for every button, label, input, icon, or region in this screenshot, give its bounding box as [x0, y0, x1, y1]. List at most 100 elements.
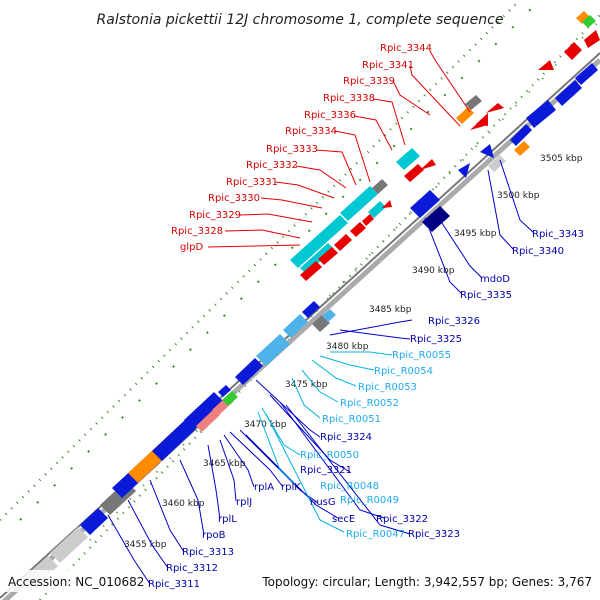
leader-line	[275, 181, 335, 199]
feature-blue-7	[235, 358, 263, 385]
gene-label: Rpic_3325	[410, 334, 462, 345]
feature-red-8	[420, 159, 436, 170]
feature-blue-9	[410, 190, 440, 218]
feature-grey-6	[372, 179, 388, 194]
leader-line	[409, 65, 461, 127]
feature-blue-15	[575, 63, 598, 85]
feature-red-10	[476, 113, 488, 126]
leader-line	[219, 439, 237, 502]
gene-label: rplA	[254, 482, 274, 493]
gene-label: Rpic_3338	[323, 93, 375, 104]
gene-label: rplL	[218, 514, 237, 525]
tick-label: 3480 kbp	[326, 342, 369, 352]
leader-line	[339, 329, 411, 340]
gene-label: Rpic_R0052	[340, 398, 399, 409]
tick-label: 3490 kbp	[412, 266, 455, 276]
gene-label: Rpic_3343	[532, 229, 584, 240]
gene-label: Rpic_3324	[320, 432, 372, 443]
feature-green-1	[222, 391, 238, 406]
feature-blue-13	[526, 100, 556, 128]
red-label-leaders	[207, 50, 471, 248]
gc-dotted-line-inner	[0, 0, 521, 521]
tick-label: 3505 kbp	[540, 154, 583, 164]
feature-red-5	[362, 214, 374, 226]
tick-label: 3500 kbp	[497, 191, 540, 201]
leader-line	[223, 434, 255, 488]
feature-red-12	[538, 60, 554, 70]
feature-red-1	[300, 261, 322, 281]
leader-line	[269, 394, 351, 473]
leader-line	[285, 404, 411, 535]
feature-red-4	[350, 222, 366, 237]
gene-label: Rpic_3332	[246, 160, 298, 171]
blue-label-leaders	[107, 159, 535, 585]
gene-label: Rpic_3329	[189, 210, 241, 221]
leader-line	[319, 355, 375, 371]
leader-line	[439, 219, 483, 279]
leader-line	[392, 80, 431, 116]
feature-lightblue-1	[256, 334, 290, 366]
leader-line	[265, 413, 345, 533]
gene-label: nusG	[310, 497, 336, 508]
reverse-strand-features	[20, 63, 598, 592]
gene-label: mdoD	[480, 274, 510, 285]
leader-line	[257, 411, 297, 486]
leader-line	[429, 50, 471, 113]
gene-label: rplJ	[236, 497, 252, 508]
leader-line	[245, 434, 339, 519]
feature-orange-4	[576, 11, 590, 24]
feature-red-6	[382, 200, 392, 208]
gene-label: Rpic_3330	[208, 193, 260, 204]
tick-label: 3475 kbp	[285, 380, 328, 390]
feature-blue-8	[302, 301, 320, 318]
gene-label: rpoB	[202, 530, 226, 541]
gene-label: Rpic_3331	[226, 177, 278, 188]
feature-red-11	[486, 103, 504, 113]
gene-label: glpD	[180, 242, 203, 253]
leader-line	[301, 369, 339, 403]
footer-summary-bg	[254, 570, 600, 592]
gene-label: Rpic_R0053	[358, 382, 417, 393]
feature-red-13	[564, 42, 582, 60]
leader-line	[311, 359, 357, 387]
gene-label: Rpic_3335	[460, 290, 512, 301]
gene-label: Rpic_R0048	[320, 481, 379, 492]
feature-red-7	[404, 164, 424, 182]
leader-line	[499, 159, 535, 234]
tick-label: 3470 kbp	[244, 420, 287, 430]
leader-line	[179, 459, 205, 536]
feature-cyan-1	[290, 215, 348, 268]
feature-blue-1	[80, 508, 108, 535]
feature-cyan-4	[368, 201, 386, 218]
gene-label: Rpic_R0049	[340, 495, 399, 506]
feature-lightblue-3	[322, 309, 336, 322]
gene-label: Rpic_3323	[408, 529, 460, 540]
leader-line	[353, 115, 393, 151]
gene-label: Rpic_3311	[148, 579, 200, 590]
feature-pink-1	[196, 409, 220, 432]
feature-blue-10	[458, 163, 470, 178]
feature-green-2	[582, 15, 596, 28]
gene-label: Rpic_R0050	[300, 450, 359, 461]
feature-lightblue-2	[283, 314, 308, 338]
rna-label-leaders	[257, 351, 393, 533]
tick-labels: 3455 kbp 3460 kbp 3465 kbp 3470 kbp 3475…	[124, 154, 583, 550]
gene-label: Rpic_3312	[166, 563, 218, 574]
gene-label: Rpic_3340	[512, 246, 564, 257]
feature-blue-3	[152, 419, 196, 461]
leader-line	[239, 429, 319, 504]
feature-red-14	[584, 30, 600, 48]
tick-label: 3460 kbp	[162, 499, 205, 509]
gene-label: Rpic_3326	[428, 316, 480, 327]
gene-label: secE	[332, 514, 355, 525]
gene-label: Rpic_3321	[300, 465, 352, 476]
gene-label: Rpic_3333	[266, 144, 318, 155]
feature-red-2	[318, 247, 338, 265]
feature-blue-12	[510, 124, 532, 146]
blue-gene-labels-bottom: rplA rplK rplJ rplL rpoB Rpic_3313 Rpic_…	[148, 482, 301, 590]
leader-line	[487, 169, 515, 251]
leader-line	[372, 98, 406, 146]
leader-line	[295, 165, 347, 189]
leader-line	[107, 514, 151, 585]
map-title: Ralstonia pickettii 12J chromosome 1, co…	[97, 12, 504, 28]
